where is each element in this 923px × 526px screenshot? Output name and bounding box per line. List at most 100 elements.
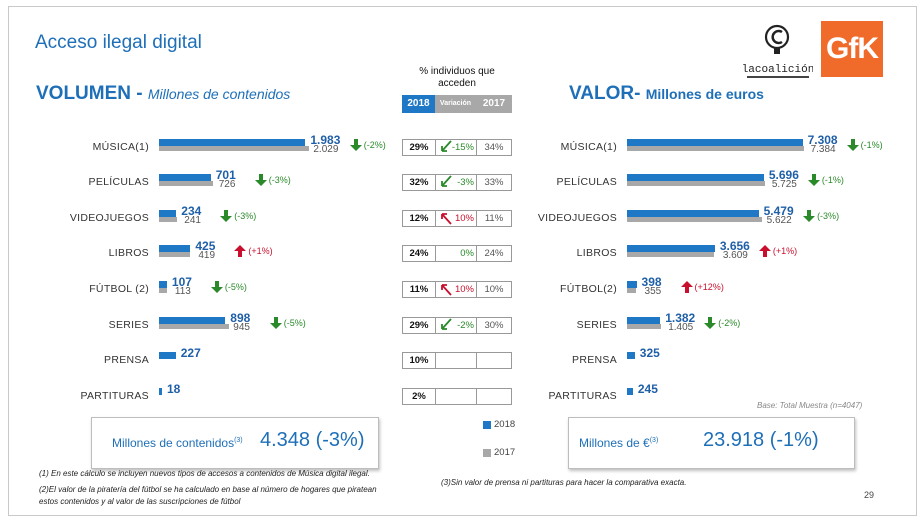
valor-bar-2017 [627,324,661,329]
valor-category-label: PARTITURAS [548,390,617,402]
valor-bar-2018 [627,388,633,395]
pct-header-2017: 2017 [476,95,512,113]
volumen-heading-sub: Millones de contenidos [147,86,291,102]
volumen-category-label: SERIES [108,319,149,331]
valor-value-2018: 325 [639,346,660,360]
pct-cell-2017: 10% [476,281,512,298]
pct-header-2018: 2018 [402,95,435,113]
volumen-bar-2017 [159,324,229,329]
page-number: 29 [864,490,875,500]
valor-heading-sub: Millones de euros [645,86,764,102]
volumen-bar-2018 [159,139,306,146]
volumen-category-label: MÚSICA(1) [92,141,149,153]
valor-category-label: PELÍCULAS [556,176,617,188]
valor-arrow-down-icon [803,210,816,222]
volumen-bar-2017 [159,217,177,222]
summary-valor-label-text: Millones de € [579,436,650,450]
volumen-change-label: (-5%) [283,318,306,328]
summary-volumen-sup: (3) [234,437,243,444]
slide: { "title": "Acceso ilegal digital", "log… [8,6,917,516]
valor-value-2018: 5.479 [763,204,794,218]
valor-arrow-down-icon [807,174,820,186]
valor-value-2018: 1.382 [665,311,696,325]
volumen-value-2018: 234 [181,204,202,218]
coalicion-logo-text: lacoalición [743,64,813,76]
volumen-value-2018: 227 [180,346,201,360]
pct-cell-2017: 24% [476,245,512,262]
page-title: Acceso ilegal digital [35,32,202,53]
valor-value-2017: 355 [644,286,662,297]
valor-bar-2017 [627,146,805,151]
valor-category-label: VIDEOJUEGOS [537,212,617,224]
volumen-category-label: PRENSA [104,354,149,366]
pct-cell-2017: 33% [476,174,512,191]
summary-volumen-label-text: Millones de contenidos [112,436,235,450]
summary-volumen-value: 4.348 (-3%) [260,429,365,451]
volumen-category-label: LIBROS [108,247,149,259]
volumen-value-2018: 701 [215,168,236,182]
volumen-category-label: VIDEOJUEGOS [69,212,149,224]
volumen-change-label: (-3%) [268,175,291,185]
pct-cell-2017 [476,388,512,405]
volumen-value-2017: 945 [233,322,250,333]
volumen-category-label: PARTITURAS [80,390,149,402]
valor-change-label: (-3%) [817,211,840,221]
valor-value-2018: 3.656 [719,239,750,253]
legend-swatch-2017 [483,449,491,457]
summary-valor-value: 23.918 (-1%) [703,429,819,451]
pct-arrow-up-icon [441,284,452,296]
volumen-value-2017: 241 [184,215,201,226]
pct-cell-2018: 12% [402,210,436,227]
base-note: Base: Total Muestra (n=4047) [757,401,863,410]
volumen-arrow-down-icon [349,139,362,151]
valor-arrow-up-icon [758,245,771,257]
summary-volumen-box: Millones de contenidos(3) 4.348 (-3%) [91,417,379,469]
valor-category-label: PRENSA [572,354,617,366]
volumen-change-label: (+1%) [248,246,273,256]
volumen-category-label: PELÍCULAS [88,176,149,188]
pct-cell-variacion [435,388,477,405]
volumen-value-2017: 726 [218,179,236,190]
summary-volumen-label: Millones de contenidos(3) [112,436,243,450]
valor-category-label: FÚTBOL(2) [560,283,617,295]
pct-cell-2018: 10% [402,352,436,369]
footnote-1: (1) En este cálculo se incluyen nuevos t… [39,469,370,478]
pct-arrow-down-icon [441,140,452,152]
valor-change-label: (-1%) [821,175,844,185]
pct-cell-2018: 29% [402,139,436,156]
pct-header-variacion: Variación [435,95,476,113]
valor-bar-2018 [627,281,637,288]
volumen-bar-2018 [159,245,191,252]
volumen-value-2018: 107 [171,275,192,289]
valor-bar-2017 [627,288,636,293]
volumen-arrow-down-icon [210,281,223,293]
pct-arrow-down-icon [441,318,452,330]
pct-cell-2018: 24% [402,245,436,262]
volumen-bar-2018 [159,281,167,288]
valor-change-label: (+12%) [694,282,724,292]
valor-arrow-up-icon [680,281,693,293]
volumen-value-2018: 1.983 [310,133,341,147]
valor-bar-2017 [627,252,714,257]
summary-valor-box: Millones de €(3) 23.918 (-1%) [568,417,855,469]
volumen-category-label: FÚTBOL (2) [89,283,149,295]
valor-category-label: LIBROS [576,247,617,259]
valor-arrow-down-icon [846,139,859,151]
gfk-logo: GfK [821,21,883,77]
valor-value-2017: 1.405 [668,322,694,333]
volumen-value-2018: 898 [230,311,251,325]
valor-heading-main: VALOR- [569,83,641,104]
valor-bar-2017 [627,181,765,186]
pct-cell-2017 [476,352,512,369]
volumen-bar-2018 [159,352,176,359]
valor-bar-2018 [627,210,759,217]
coalicion-logo: lacoalición [743,24,813,78]
valor-change-label: (-1%) [860,140,883,150]
volumen-bar-2017 [159,252,190,257]
pct-title: % individuos que acceden [419,66,495,89]
volumen-value-2017: 419 [198,250,216,261]
volumen-arrow-down-icon [254,174,267,186]
valor-bar-2018 [627,245,715,252]
valor-value-2017: 5.622 [766,215,792,226]
pct-cell-2017: 11% [476,210,512,227]
